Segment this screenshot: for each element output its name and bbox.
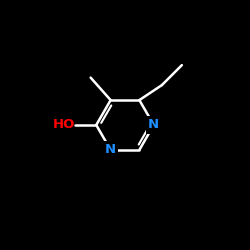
Text: HO: HO (52, 118, 75, 132)
Text: N: N (148, 118, 159, 132)
Text: N: N (105, 144, 116, 156)
